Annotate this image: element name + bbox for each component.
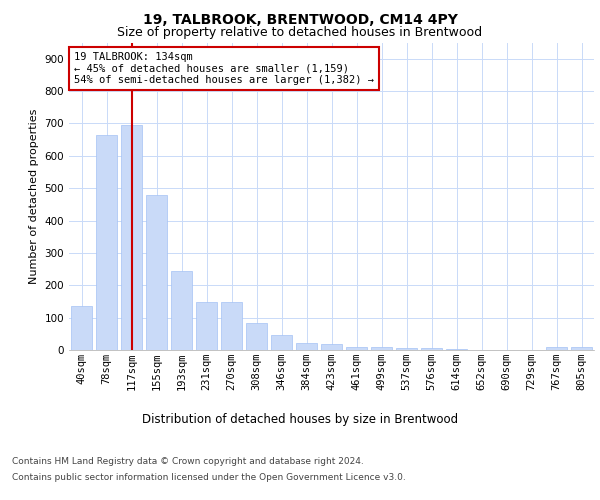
Bar [546,348,567,350]
Text: Contains public sector information licensed under the Open Government Licence v3: Contains public sector information licen… [12,472,406,482]
Bar [171,270,192,350]
Bar [421,348,442,350]
Text: Distribution of detached houses by size in Brentwood: Distribution of detached houses by size … [142,412,458,426]
Bar [271,335,292,350]
Bar [146,194,167,350]
Bar [321,344,342,350]
Bar [396,348,417,350]
Bar [296,343,317,350]
Bar [571,348,592,350]
Text: 19 TALBROOK: 134sqm
← 45% of detached houses are smaller (1,159)
54% of semi-det: 19 TALBROOK: 134sqm ← 45% of detached ho… [74,52,374,85]
Bar [196,302,217,350]
Bar [221,302,242,350]
Bar [246,324,267,350]
Bar [96,134,117,350]
Bar [371,348,392,350]
Text: Size of property relative to detached houses in Brentwood: Size of property relative to detached ho… [118,26,482,39]
Bar [346,347,367,350]
Text: 19, TALBROOK, BRENTWOOD, CM14 4PY: 19, TALBROOK, BRENTWOOD, CM14 4PY [143,12,457,26]
Bar [71,306,92,350]
Text: Contains HM Land Registry data © Crown copyright and database right 2024.: Contains HM Land Registry data © Crown c… [12,458,364,466]
Y-axis label: Number of detached properties: Number of detached properties [29,108,39,284]
Bar [121,125,142,350]
